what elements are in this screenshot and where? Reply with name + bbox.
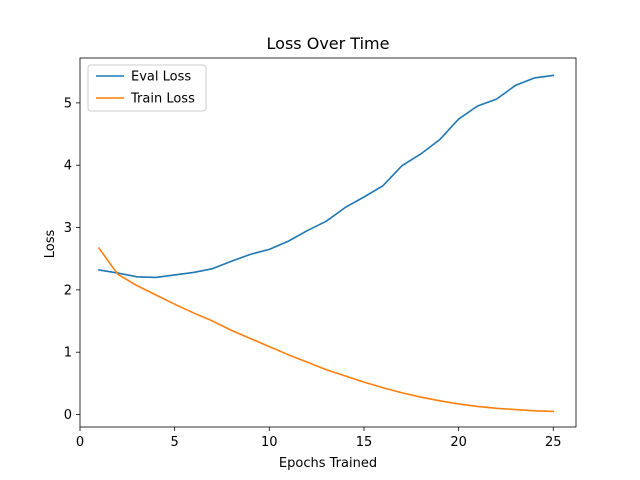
y-tick-label: 5: [64, 96, 72, 111]
series-line-eval-loss: [98, 74, 555, 279]
y-tick-label: 4: [64, 159, 72, 174]
legend-label-eval-loss: Eval Loss: [131, 70, 191, 85]
legend-label-train-loss: Train Loss: [130, 92, 195, 107]
x-tick-label: 25: [545, 435, 562, 450]
x-tick-label: 0: [76, 435, 84, 450]
y-tick-label: 2: [64, 283, 72, 298]
x-tick-label: 15: [356, 435, 373, 450]
y-tick-label: 1: [64, 346, 72, 361]
x-tick-label: 20: [450, 435, 467, 450]
y-tick-label: 0: [64, 408, 72, 423]
series-line-train-loss: [97, 246, 555, 413]
plot-area: 0 5 10 15 20 25 0 1 2 3 4 5 Eval Loss Train Loss: [64, 57, 577, 450]
chart-title: Loss Over Time: [267, 34, 390, 53]
y-axis-label: Loss: [43, 230, 58, 259]
y-tick-label: 3: [64, 221, 72, 236]
x-axis-label: Epochs Trained: [279, 456, 377, 471]
x-tick-label: 10: [261, 435, 278, 450]
axes-frame: [79, 57, 577, 428]
x-tick-label: 5: [171, 435, 179, 450]
